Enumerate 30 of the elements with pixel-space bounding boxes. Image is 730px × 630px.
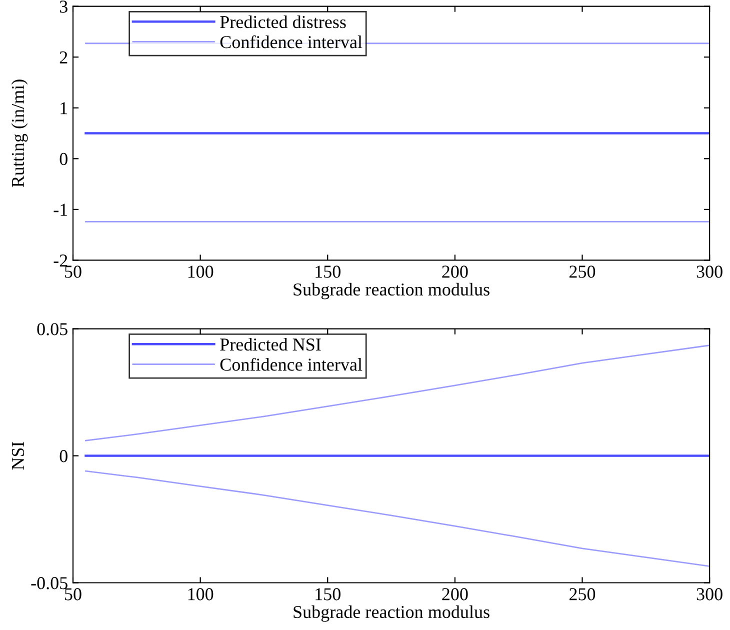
x-tick-label: 150: [316, 266, 340, 278]
x-tick-label: 50: [65, 588, 82, 600]
x-tick-label: 200: [442, 266, 468, 278]
y-tick-label: 2: [60, 51, 68, 64]
legend-label: Confidence interval: [220, 358, 362, 371]
x-tick-label: 100: [188, 588, 214, 600]
legend-label: Confidence interval: [220, 35, 362, 48]
y-tick-label: 3: [60, 0, 68, 13]
legend-label: Predicted NSI: [220, 338, 321, 351]
y-tick-label: 0: [60, 152, 68, 166]
y-axis-title: NSI: [12, 442, 24, 470]
y-tick-label: 0: [60, 450, 68, 462]
y-tick-label: -1: [54, 204, 68, 216]
x-axis-title: Subgrade reaction modulus: [294, 605, 490, 622]
x-tick-label: 300: [696, 266, 722, 278]
y-tick-label: 1: [60, 102, 68, 114]
y-axis-title: Rutting (in/mi): [11, 80, 28, 188]
line-series: [85, 470, 710, 567]
x-tick-label: 150: [316, 588, 340, 600]
legend-label: Predicted distress: [220, 15, 346, 28]
x-tick-label: 250: [570, 588, 596, 600]
y-tick-label: -2: [54, 254, 68, 267]
x-tick-label: 300: [696, 588, 722, 600]
x-tick-label: 200: [442, 588, 468, 600]
x-axis-title: Subgrade reaction modulus: [294, 282, 490, 300]
x-tick-label: 100: [188, 266, 214, 278]
x-tick-label: 50: [65, 266, 82, 278]
y-tick-label: -0.05: [31, 577, 68, 590]
x-tick-label: 250: [570, 266, 596, 278]
y-tick-label: 0.05: [37, 323, 68, 336]
